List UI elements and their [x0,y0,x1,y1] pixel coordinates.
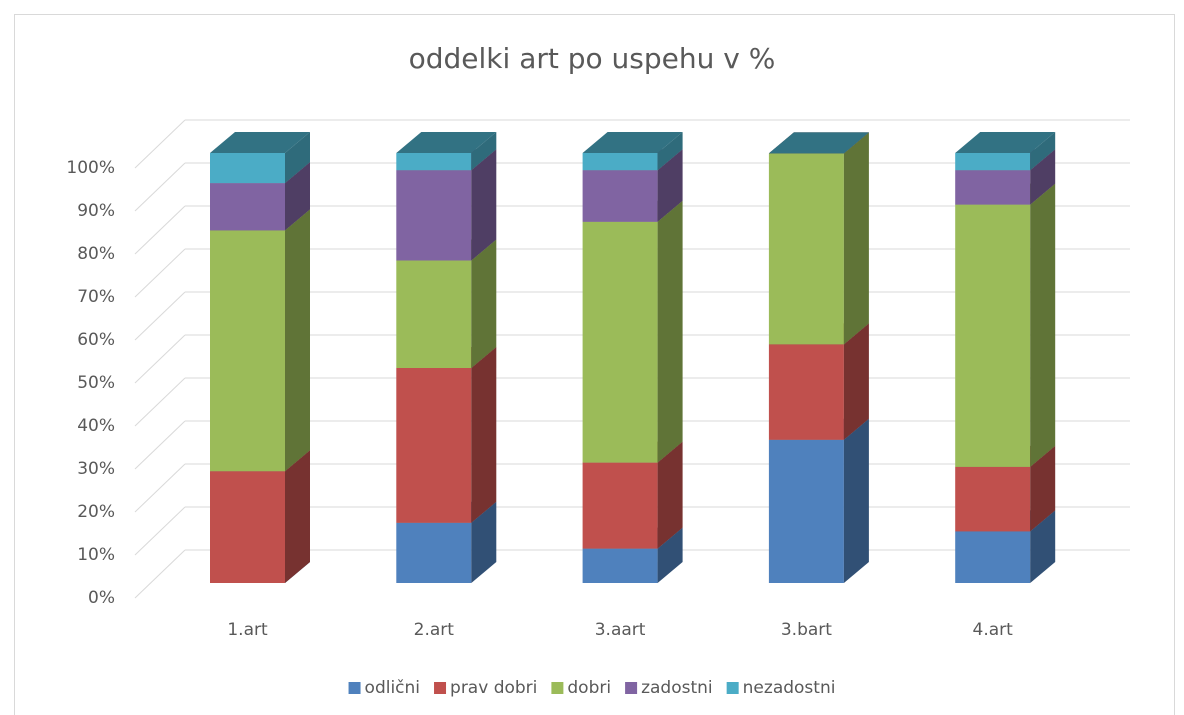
bar-top [582,132,683,153]
bar-side [471,347,497,523]
x-tick-label: 3.bart [781,620,832,640]
bar-side [657,527,683,583]
grid-line-side [134,420,186,470]
bar-side [1030,445,1056,532]
grid-line-side [134,334,186,384]
bar-segment [210,471,285,583]
y-tick-label: 0% [88,588,115,608]
y-tick-label: 100% [66,158,115,178]
bar-segment [582,153,658,171]
legend-item: dobri [551,678,611,698]
legend-item: nezadostni [726,678,836,698]
bar-side [1030,183,1056,467]
y-tick-label: 20% [77,502,115,522]
bar-segment [582,462,658,549]
y-tick-label: 70% [77,287,115,307]
grid-line-side [134,377,186,427]
legend-swatch [348,682,361,694]
bar-side [471,149,497,261]
legend-item: odlični [348,678,420,698]
bar-segment [582,221,658,463]
legend-label: dobri [567,678,611,698]
grid-line-side [134,205,186,255]
y-tick-label: 80% [77,244,115,264]
legend-label: odlični [365,678,420,698]
grid-line-side [134,506,186,556]
bar-segment [210,230,285,472]
bar-side [285,162,310,231]
y-tick-label: 50% [77,373,115,393]
legend-swatch [434,682,447,694]
bar-side [1030,149,1056,205]
bar-side [657,149,683,222]
bar-side [471,501,497,583]
bar-side [471,132,497,171]
bar-segment [955,170,1031,205]
bar-side [1030,510,1056,583]
y-tick-label: 10% [77,545,115,565]
legend-item: zadostni [625,678,713,698]
bar-side [285,209,310,472]
bar-side [843,323,869,440]
y-tick-label: 90% [77,201,115,221]
grid-line-side [134,549,186,599]
bar-top [210,132,310,153]
bar-top [768,132,869,154]
bar-segment [768,153,844,345]
bar-segment [955,466,1031,532]
bar-side [657,441,683,549]
bar-side [285,450,310,583]
bar-segment [582,548,658,583]
bar-side [471,239,497,368]
bar-segment [955,204,1031,467]
x-tick-label: 2.art [414,620,455,640]
legend-label: nezadostni [743,678,836,698]
bar-side [285,132,310,184]
bar-segment [582,170,658,222]
bar-segment [768,439,844,583]
grid-line-side [134,119,186,169]
bar-top [955,132,1056,153]
grid-line-side [134,463,186,513]
bar-segment [210,153,285,184]
bar-top [396,132,497,153]
bar-segment [396,153,472,171]
legend-item: prav dobri [434,678,537,698]
bar-segment [955,531,1031,583]
legend-swatch [551,682,564,694]
legend-label: zadostni [641,678,713,698]
chart-title: oddelki art po uspehu v % [409,42,776,75]
x-tick-label: 4.art [973,620,1014,640]
bar-segment [768,344,844,440]
bar-segment [396,260,472,368]
grid-line-side [134,162,186,212]
bar-segment [396,522,472,583]
bar-side [657,200,683,463]
bar-segment [955,153,1031,171]
legend-label: prav dobri [450,678,537,698]
x-tick-label: 1.art [227,620,268,640]
bar-segment [396,368,472,523]
bar-segment [396,170,472,261]
bar-segment [210,183,285,231]
legend-swatch [726,682,739,694]
bar-side [1030,132,1056,171]
grid-line-side [134,291,186,341]
y-tick-label: 40% [77,416,115,436]
x-tick-label: 3.aart [595,620,646,640]
bar-side [843,418,869,583]
y-tick-label: 60% [77,330,115,350]
bar-side [657,132,683,171]
y-tick-label: 30% [77,459,115,479]
grid-line-side [134,248,186,298]
legend-swatch [625,682,638,694]
bar-side [843,132,869,345]
